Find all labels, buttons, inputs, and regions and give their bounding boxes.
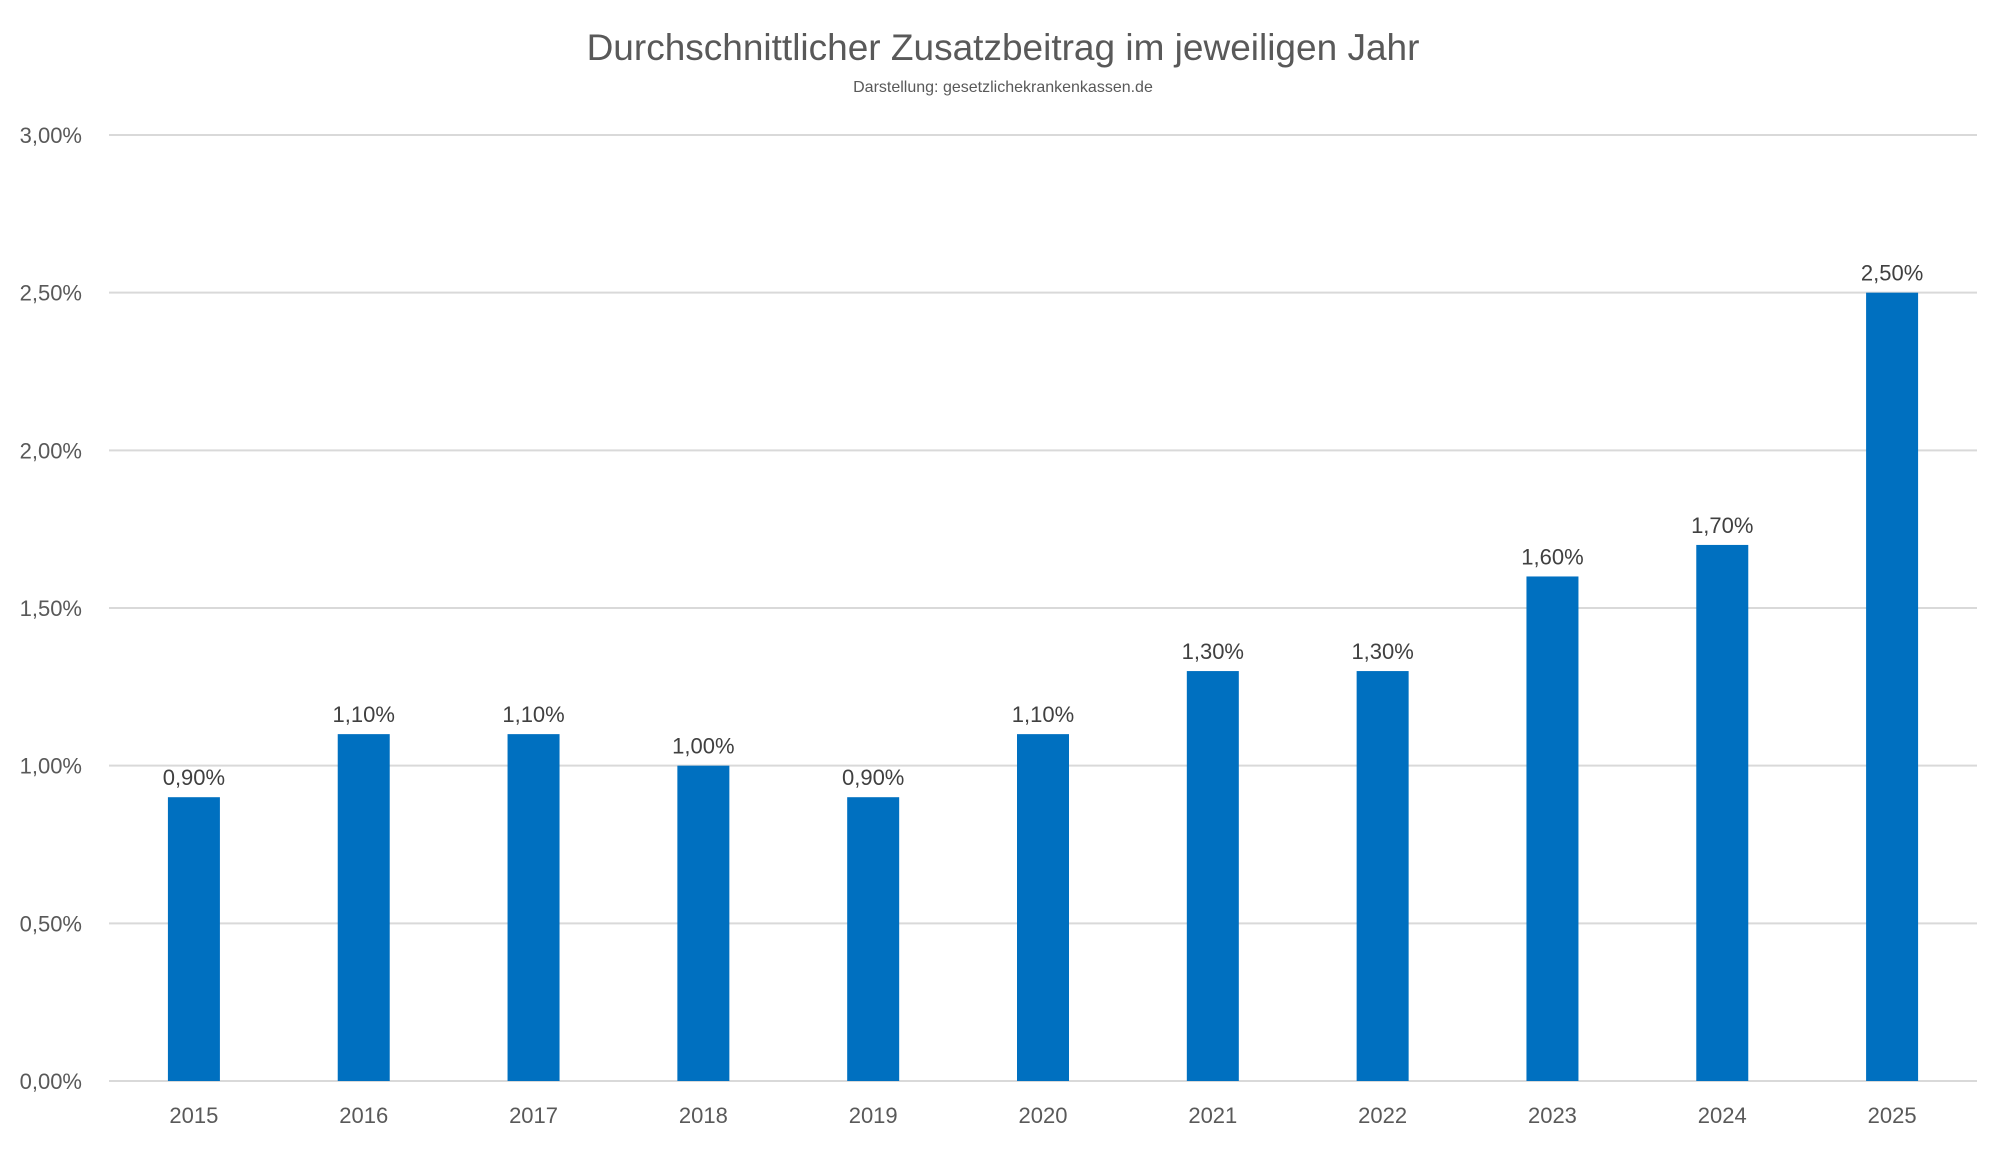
bar-2023 (1526, 576, 1579, 1081)
data-label-2024: 1,70% (1691, 513, 1753, 538)
y-tick-label: 3,00% (20, 123, 82, 148)
y-tick-label: 2,00% (20, 438, 82, 463)
data-label-2023: 1,60% (1521, 544, 1583, 569)
data-label-2021: 1,30% (1182, 639, 1244, 664)
x-tick-label: 2023 (1528, 1103, 1577, 1128)
x-tick-label: 2024 (1698, 1103, 1747, 1128)
y-tick-label: 0,50% (20, 911, 82, 936)
bar-2022 (1356, 671, 1409, 1081)
y-tick-label: 1,50% (20, 596, 82, 621)
bar-2025 (1866, 292, 1919, 1082)
x-tick-label: 2021 (1188, 1103, 1237, 1128)
x-tick-label: 2020 (1019, 1103, 1068, 1128)
x-tick-label: 2019 (849, 1103, 898, 1128)
bar-2015 (167, 797, 220, 1081)
chart-title: Durchschnittlicher Zusatzbeitrag im jewe… (587, 27, 1420, 68)
bar-2018 (677, 765, 730, 1081)
data-label-2020: 1,10% (1012, 702, 1074, 727)
data-label-2016: 1,10% (333, 702, 395, 727)
y-tick-label: 1,00% (20, 754, 82, 779)
x-tick-label: 2016 (339, 1103, 388, 1128)
bar-2019 (847, 797, 900, 1081)
y-tick-label: 2,50% (20, 281, 82, 306)
x-tick-label: 2022 (1358, 1103, 1407, 1128)
bar-2021 (1186, 671, 1239, 1081)
bar-2024 (1696, 544, 1749, 1081)
x-tick-label: 2025 (1868, 1103, 1917, 1128)
data-label-2019: 0,90% (842, 765, 904, 790)
bar-2016 (337, 734, 390, 1081)
data-label-2022: 1,30% (1351, 639, 1413, 664)
bar-2020 (1017, 734, 1069, 1081)
data-label-2018: 1,00% (672, 734, 734, 759)
data-label-2017: 1,10% (502, 702, 564, 727)
data-label-2025: 2,50% (1861, 261, 1923, 286)
chart-subtitle: Darstellung: gesetzlichekrankenkassen.de (853, 79, 1153, 96)
x-tick-label: 2018 (679, 1103, 728, 1128)
x-tick-label: 2015 (169, 1103, 218, 1128)
bar-2017 (507, 734, 560, 1081)
y-tick-label: 0,00% (20, 1069, 82, 1094)
x-tick-label: 2017 (509, 1103, 558, 1128)
data-label-2015: 0,90% (163, 765, 225, 790)
